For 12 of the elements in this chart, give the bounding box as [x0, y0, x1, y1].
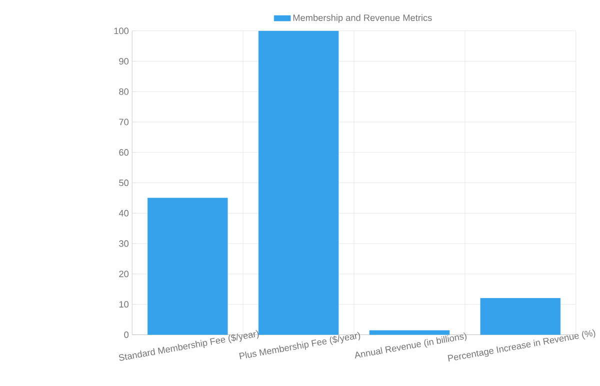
y-tick-label: 100	[114, 28, 129, 34]
y-tick-label: 70	[119, 118, 129, 126]
y-tick-label: 30	[119, 240, 129, 247]
y-tick-label: 80	[119, 88, 129, 95]
y-tick-label: 10	[119, 301, 129, 308]
legend-label: Membership and Revenue Metrics	[293, 14, 432, 23]
y-tick-label: 60	[119, 149, 129, 156]
y-tick-label: 90	[119, 58, 129, 65]
y-tick-label: 20	[119, 270, 129, 278]
y-tick-label: 50	[119, 180, 129, 186]
y-tick-label: 40	[118, 210, 129, 216]
y-tick-label: 0	[124, 332, 129, 338]
